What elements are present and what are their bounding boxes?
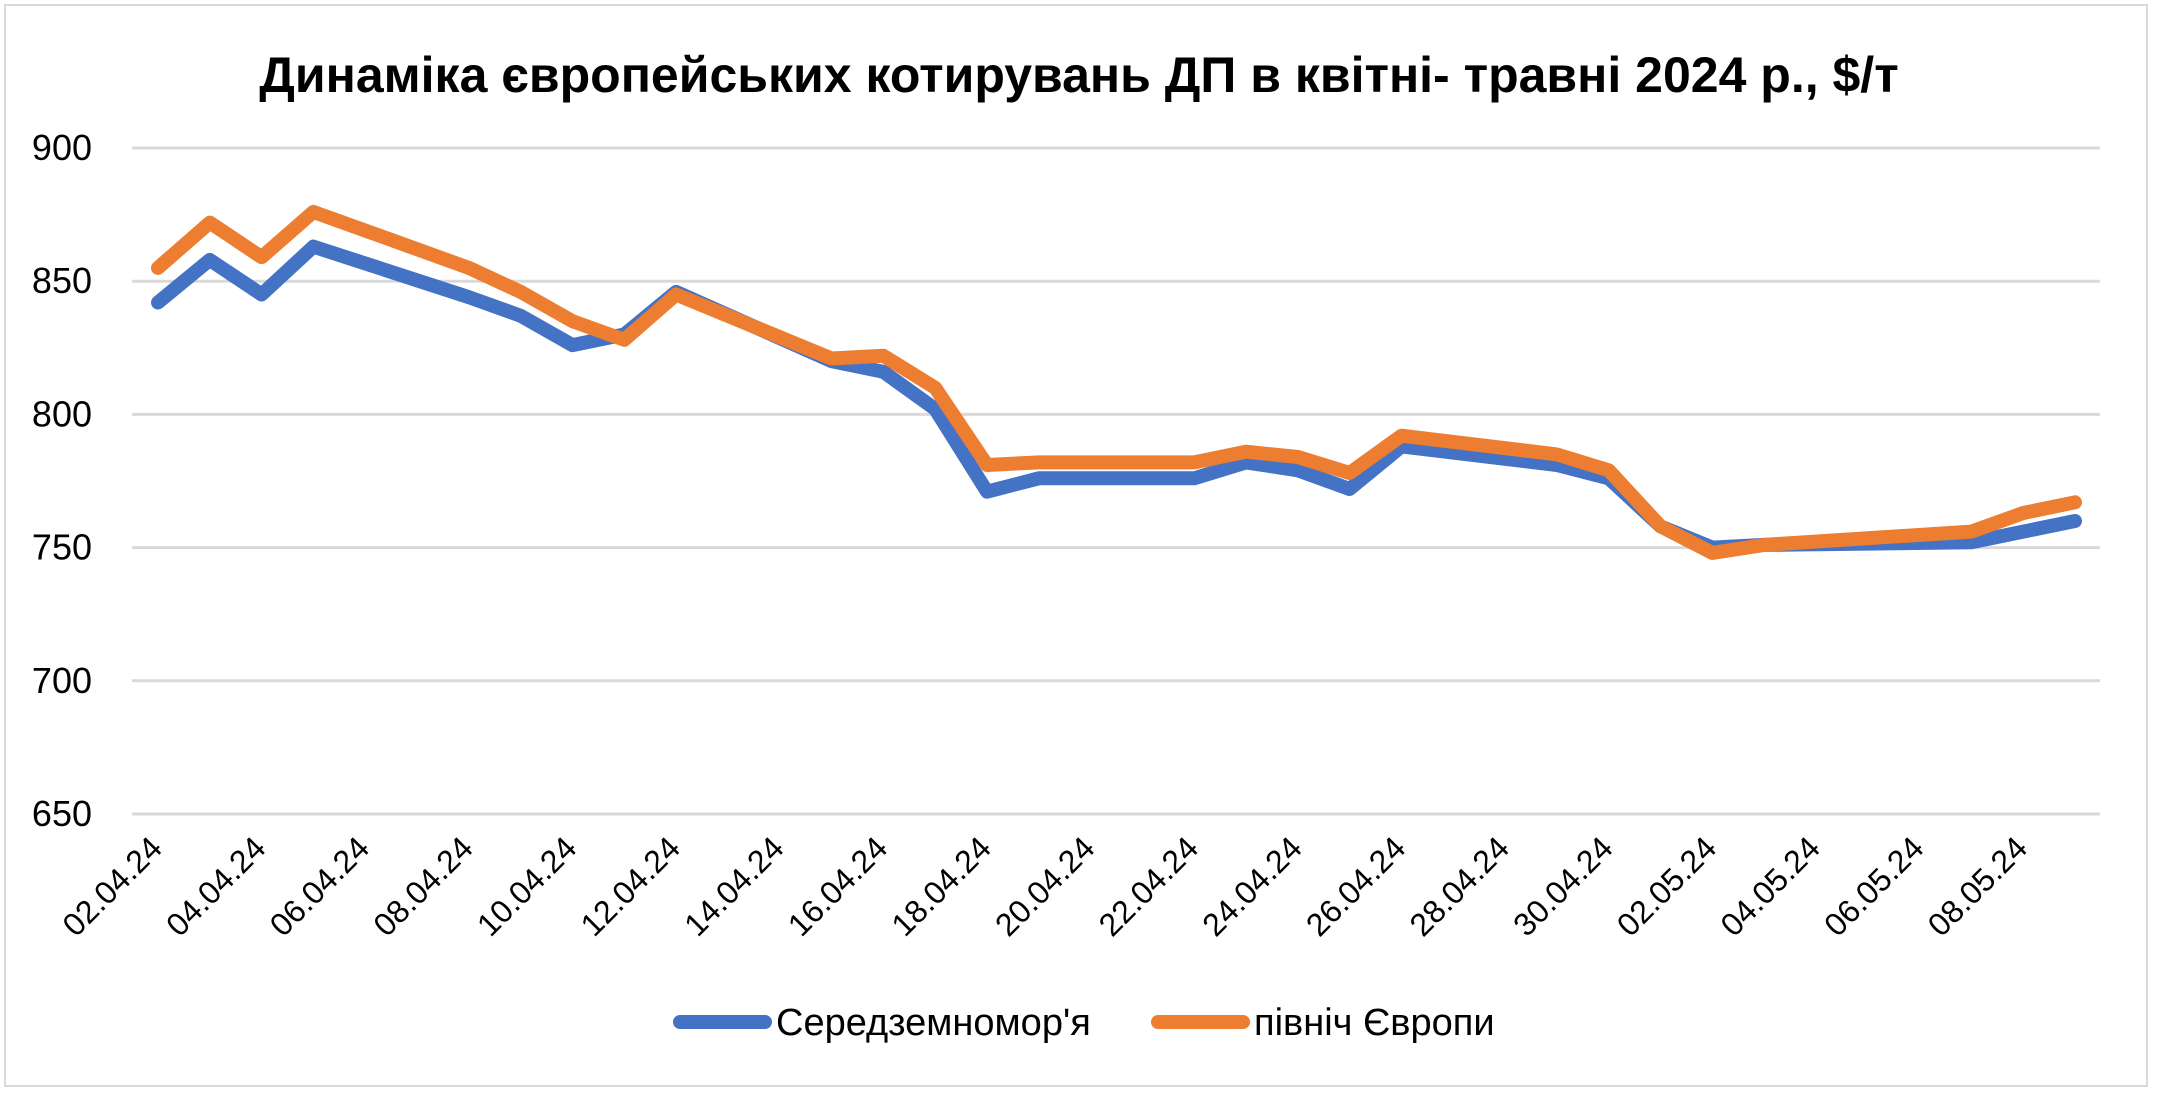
x-tick-label: 04.04.24 [159,829,273,943]
x-tick-label: 06.04.24 [263,829,377,943]
y-tick-label: 800 [32,393,92,434]
x-tick-label: 10.04.24 [470,829,584,943]
y-tick-label: 700 [32,660,92,701]
x-tick-label: 30.04.24 [1506,829,1620,943]
x-tick-label: 14.04.24 [677,829,791,943]
x-tick-label: 28.04.24 [1402,829,1516,943]
x-axis-ticks: 02.04.2404.04.2406.04.2408.04.2410.04.24… [55,829,2034,943]
x-tick-label: 06.05.24 [1817,829,1931,943]
grid-lines [132,146,2100,816]
y-tick-label: 750 [32,527,92,568]
chart-title: Динаміка європейських котирувань ДП в кв… [259,47,1898,103]
legend: Середземномор'я північ Європи [673,1002,1495,1044]
x-tick-label: 26.04.24 [1299,829,1413,943]
x-tick-label: 20.04.24 [988,829,1102,943]
y-axis-ticks: 650 700 750 800 850 900 [32,127,92,834]
y-tick-label: 900 [32,127,92,168]
x-tick-label: 08.05.24 [1921,829,2035,943]
legend-label-north-europe: північ Європи [1254,1002,1495,1044]
x-tick-label: 22.04.24 [1092,829,1206,943]
x-tick-label: 02.05.24 [1610,829,1724,943]
x-tick-label: 12.04.24 [574,829,688,943]
y-tick-label: 650 [32,793,92,834]
legend-label-mediterranean: Середземномор'я [776,1002,1091,1044]
x-tick-label: 16.04.24 [781,829,895,943]
x-tick-label: 24.04.24 [1195,829,1309,943]
y-tick-label: 850 [32,260,92,301]
series-line-north-europe [151,204,2082,560]
series-lines [151,204,2082,560]
x-tick-label: 02.04.24 [55,829,169,943]
x-tick-label: 04.05.24 [1713,829,1827,943]
series-line-mediterranean [151,239,2082,555]
x-tick-label: 18.04.24 [884,829,998,943]
x-tick-label: 08.04.24 [366,829,480,943]
